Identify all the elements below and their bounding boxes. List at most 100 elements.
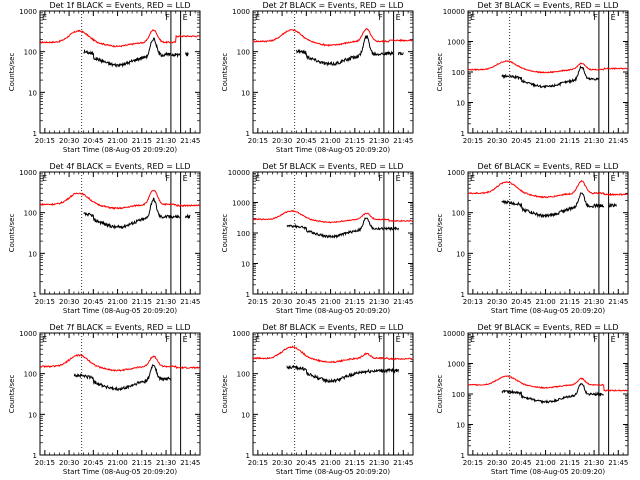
- panel-det-7f: Det 7f BLACK = Events, RED = LLD Counts/s…: [8, 323, 201, 476]
- x-tick-label: 20:30: [59, 459, 79, 467]
- x-tick-label: 20:45: [83, 298, 103, 306]
- y-tick-label: 1: [246, 291, 250, 299]
- plot-frame: [252, 10, 414, 134]
- y-tick-label: 10: [456, 250, 465, 258]
- y-tick-label: 1: [461, 130, 465, 138]
- series-events-black: [83, 37, 181, 68]
- x-tick-label: 20:15: [463, 137, 483, 145]
- marker-label-e: E: [183, 335, 188, 344]
- y-tick-label: 10000: [228, 169, 250, 177]
- marker-label-f: F: [165, 335, 170, 344]
- x-tick-label: 20:45: [83, 137, 103, 145]
- x-tick-label: 20:45: [296, 298, 316, 306]
- series-lld-red: [467, 180, 628, 199]
- x-axis-label: Start Time (08-Aug-05 20:09:20): [63, 307, 177, 315]
- y-tick-label: 1000: [232, 330, 250, 338]
- x-tick-label: 21:00: [320, 137, 340, 145]
- panel-det-1f: Det 1f BLACK = Events, RED = LLD Counts/s…: [8, 1, 201, 154]
- x-tick-label: 20:30: [272, 459, 292, 467]
- x-tick-label: 21:30: [369, 459, 389, 467]
- y-tick-label: 100: [452, 391, 465, 399]
- plot-frame: [39, 10, 201, 134]
- plot-title: Det 3f BLACK = Events, RED = LLD: [477, 1, 618, 10]
- y-tick-label: 10: [241, 89, 250, 97]
- x-tick-label: 20:30: [272, 137, 292, 145]
- y-axis-label: Counts/sec: [8, 53, 16, 92]
- y-tick-label: 100: [24, 371, 37, 379]
- marker-label-e: E: [611, 13, 616, 22]
- x-tick-label: 21:45: [608, 298, 628, 306]
- series-events-black: [83, 197, 181, 230]
- x-tick-label: 21:45: [608, 459, 628, 467]
- x-tick-label: 20:45: [511, 298, 531, 306]
- x-tick-label: 21:15: [560, 137, 580, 145]
- marker-label-e: E: [611, 174, 616, 183]
- marker-label-e-left: E: [42, 13, 47, 22]
- marker-label-f: F: [378, 13, 383, 22]
- x-tick-label: 21:15: [345, 298, 365, 306]
- series-events-black: [73, 364, 171, 392]
- y-tick-label: 1: [246, 130, 250, 138]
- panel-det-4f: Det 4f BLACK = Events, RED = LLD Counts/s…: [8, 162, 201, 315]
- x-tick-label: 21:00: [107, 137, 127, 145]
- x-tick-label: 21:00: [107, 298, 127, 306]
- x-tick-label: 20:30: [487, 459, 507, 467]
- x-tick-label: 20:30: [59, 137, 79, 145]
- x-tick-label: 21:00: [535, 137, 555, 145]
- y-tick-label: 100: [452, 69, 465, 77]
- y-tick-label: 10: [28, 89, 37, 97]
- y-tick-label: 100: [237, 371, 250, 379]
- series-lld-red: [467, 375, 628, 392]
- marker-label-f: F: [165, 174, 170, 183]
- x-axis-label: Start Time (08-Aug-05 20:09:20): [276, 307, 390, 315]
- x-tick-label: 21:00: [535, 459, 555, 467]
- x-tick-label: 20:15: [248, 459, 268, 467]
- marker-label-e: E: [183, 174, 188, 183]
- x-tick-label: 21:45: [393, 459, 413, 467]
- marker-label-e-left: E: [470, 335, 475, 344]
- series-events-black: [501, 192, 605, 219]
- y-tick-label: 100: [237, 49, 250, 57]
- marker-label-f: F: [378, 174, 383, 183]
- series-lld-red: [39, 353, 200, 372]
- y-tick-label: 10: [456, 422, 465, 430]
- y-axis-label: Counts/sec: [221, 53, 229, 92]
- x-tick-label: 21:00: [320, 298, 340, 306]
- y-axis-label: Counts/sec: [436, 53, 444, 92]
- x-tick-label: 21:45: [393, 137, 413, 145]
- plot-frame: [467, 171, 629, 295]
- plot-frame: [39, 171, 201, 295]
- x-tick-label: 20:30: [487, 137, 507, 145]
- marker-label-e: E: [396, 174, 401, 183]
- series-events-black: [286, 217, 399, 239]
- y-tick-label: 1000: [447, 361, 465, 369]
- x-tick-label: 20:45: [83, 459, 103, 467]
- marker-label-e: E: [611, 335, 616, 344]
- marker-label-e: E: [396, 335, 401, 344]
- x-axis-label: Start Time (08-Aug-05 20:09:20): [63, 468, 177, 476]
- x-axis-label: Start Time (08-Aug-05 20:09:20): [491, 307, 605, 315]
- x-tick-label: 20:15: [35, 137, 55, 145]
- marker-label-e-left: E: [255, 335, 260, 344]
- x-tick-label: 21:15: [560, 298, 580, 306]
- y-tick-label: 1: [461, 452, 465, 460]
- x-tick-label: 20:45: [296, 137, 316, 145]
- y-tick-label: 10000: [443, 330, 465, 338]
- x-tick-label: 20:45: [296, 459, 316, 467]
- y-tick-label: 1: [33, 291, 37, 299]
- x-tick-label: 21:30: [584, 137, 604, 145]
- y-axis-label: Counts/sec: [8, 214, 16, 253]
- y-tick-label: 100: [24, 49, 37, 57]
- panel-det-9f: Det 9f BLACK = Events, RED = LLD Counts/s…: [436, 323, 629, 476]
- x-tick-label: 20:15: [35, 459, 55, 467]
- plot-frame: [252, 332, 414, 456]
- panel-det-6f: Det 6f BLACK = Events, RED = LLD Counts/s…: [436, 162, 629, 315]
- plot-title: Det 1f BLACK = Events, RED = LLD: [49, 1, 190, 10]
- x-tick-label: 21:45: [180, 137, 200, 145]
- y-tick-label: 100: [24, 210, 37, 218]
- plot-title: Det 5f BLACK = Events, RED = LLD: [262, 162, 403, 171]
- panel-det-5f: Det 5f BLACK = Events, RED = LLD Counts/s…: [221, 162, 414, 315]
- series-events-black: [501, 65, 600, 89]
- panel-det-8f: Det 8f BLACK = Events, RED = LLD Counts/s…: [221, 323, 414, 476]
- x-tick-label: 21:00: [535, 298, 555, 306]
